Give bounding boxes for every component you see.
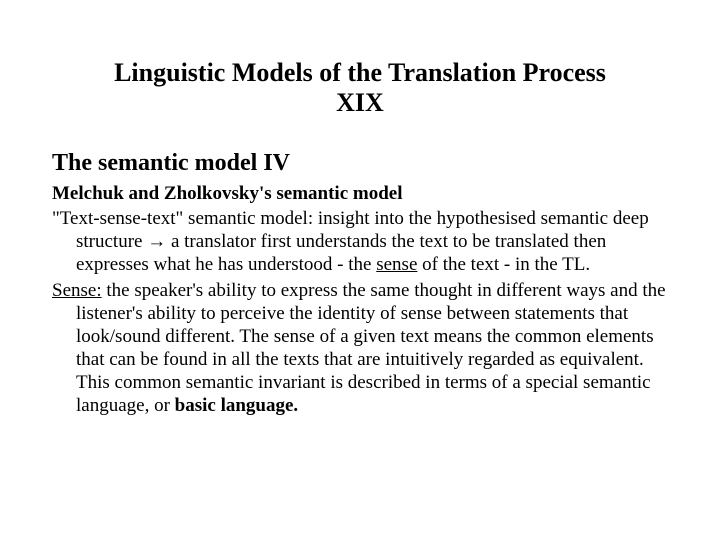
paragraph-2: Sense: the speaker's ability to express …	[52, 279, 668, 418]
para2-body-a: the speaker's ability to express the sam…	[76, 280, 666, 417]
section-heading: The semantic model IV	[52, 150, 668, 177]
slide: Linguistic Models of the Translation Pro…	[0, 0, 720, 540]
paragraph-1: "Text-sense-text" semantic model: insigh…	[52, 207, 668, 277]
body-text: "Text-sense-text" semantic model: insigh…	[52, 207, 668, 418]
model-heading: Melchuk and Zholkovsky's semantic model	[52, 183, 668, 205]
para1-underlined: sense	[376, 254, 417, 275]
para2-label: Sense:	[52, 280, 102, 301]
slide-title: Linguistic Models of the Translation Pro…	[52, 58, 668, 118]
para1-tail: of the text - in the TL.	[417, 254, 590, 275]
para2-bold: basic language.	[175, 395, 299, 416]
